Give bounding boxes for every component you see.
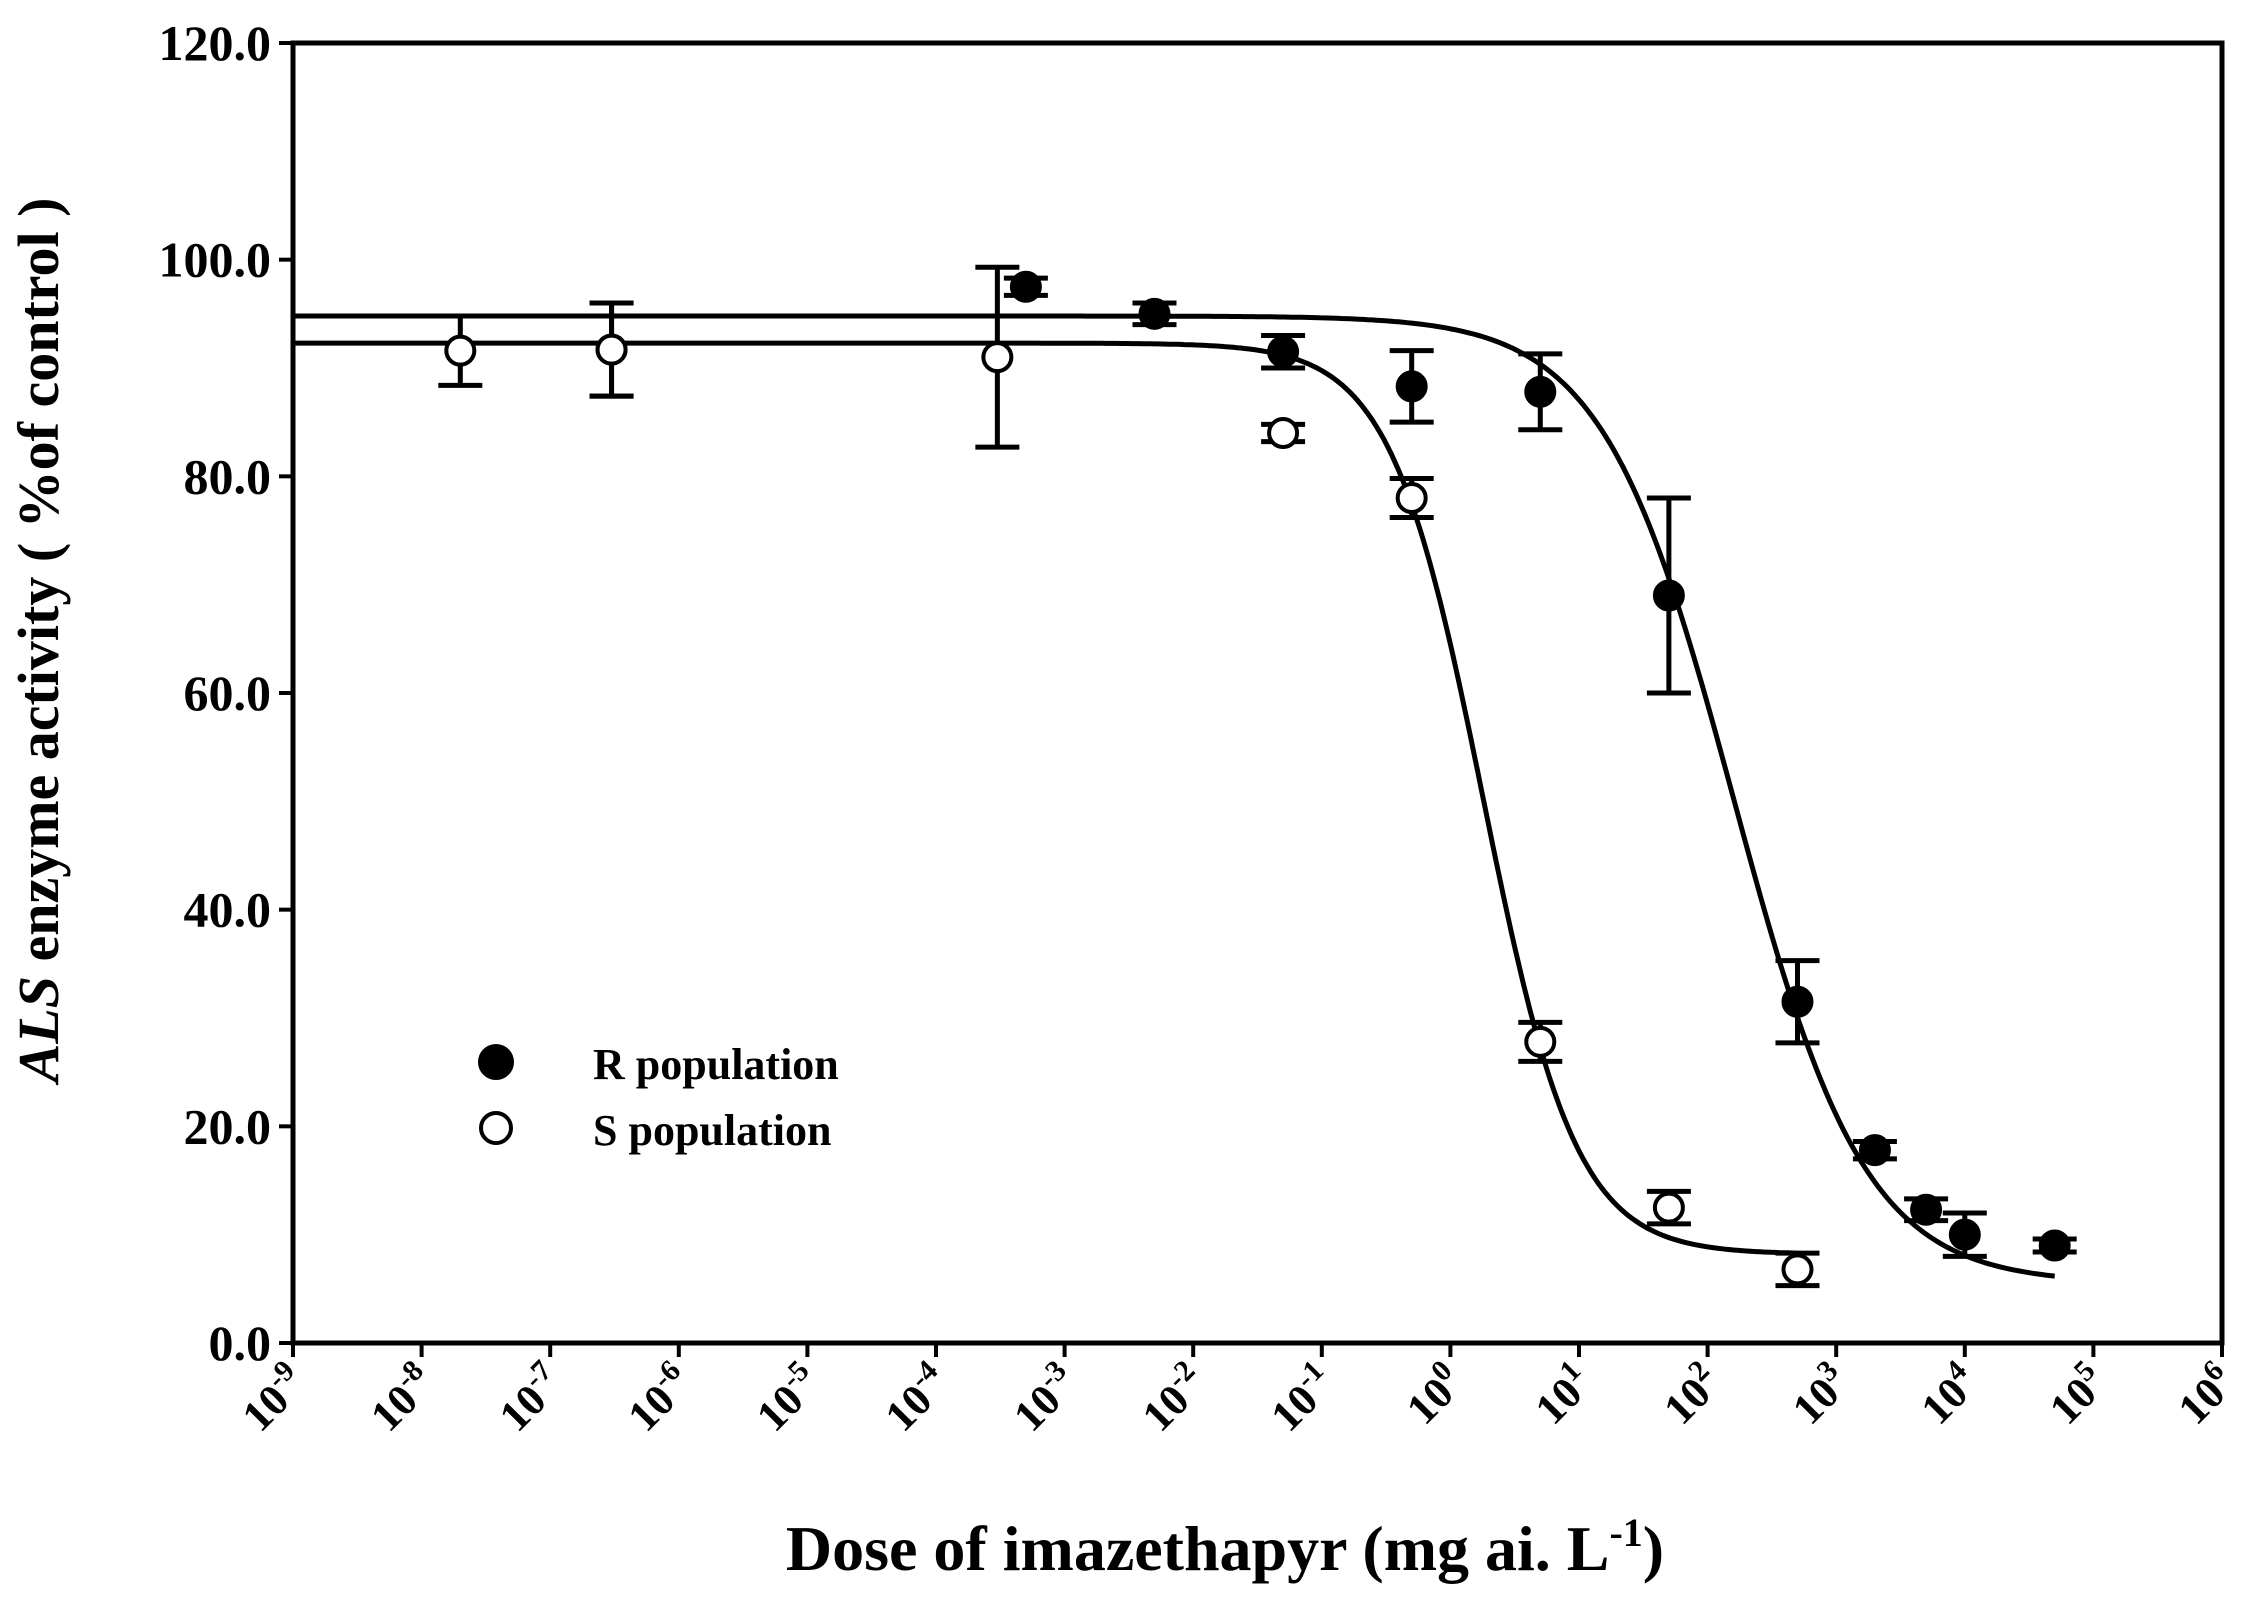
x-axis-title-superscript: -1 — [1609, 1510, 1642, 1555]
data-point-series-1 — [1948, 1218, 1981, 1251]
plot-area: 0.020.040.060.080.0100.0120.010-910-810-… — [159, 15, 2244, 1441]
x-tick-label: 101 — [1522, 1354, 1602, 1434]
x-tick-label: 106 — [2165, 1354, 2244, 1434]
x-axis-title: Dose of imazethapyr (mg ai. L-1) — [786, 1510, 1664, 1584]
y-tick-label: 120.0 — [159, 15, 272, 71]
x-tick-label: 100 — [1394, 1354, 1474, 1434]
x-tick-label: 10-8 — [358, 1354, 445, 1441]
y-axis-title-main: enzyme activity ( %of control ) — [6, 198, 71, 976]
y-tick-label: 100.0 — [159, 232, 272, 288]
x-tick-label: 10-2 — [1129, 1354, 1216, 1441]
x-tick-label: 10-1 — [1258, 1354, 1345, 1441]
x-axis-title-main: Dose of imazethapyr (mg ai. L — [786, 1513, 1610, 1584]
fit-curve-series-1 — [293, 313, 2055, 1279]
data-point-series-2 — [444, 334, 477, 367]
x-tick-label: 105 — [2037, 1354, 2117, 1434]
data-point-series-1 — [1524, 375, 1557, 408]
x-axis-title-suffix: ) — [1643, 1513, 1664, 1584]
x-tick-label: 10-3 — [1001, 1354, 1088, 1441]
data-point-series-1 — [1009, 270, 1042, 303]
data-point-series-2 — [1267, 417, 1300, 449]
x-tick-label: 104 — [1908, 1354, 1988, 1434]
data-point-series-1 — [1267, 335, 1300, 368]
legend-label-r-population: R population — [593, 1040, 839, 1089]
legend-marker-r-population — [478, 1044, 514, 1080]
data-point-series-2 — [1524, 1025, 1557, 1058]
x-tick-label: 102 — [1651, 1354, 1731, 1434]
plot-frame — [290, 40, 2225, 1346]
y-tick-label: 60.0 — [184, 665, 272, 721]
data-point-series-2 — [981, 341, 1014, 374]
legend-marker-s-population — [479, 1111, 513, 1145]
x-tick-label: 10-5 — [743, 1354, 830, 1441]
y-tick-label: 20.0 — [184, 1098, 272, 1154]
data-point-series-2 — [1781, 1253, 1814, 1286]
x-tick-label: 10-6 — [615, 1354, 702, 1441]
y-axis-title: ALS enzyme activity ( %of control ) — [6, 198, 71, 1086]
data-point-series-1 — [1395, 370, 1428, 403]
data-point-series-1 — [2038, 1229, 2071, 1262]
data-point-series-1 — [1781, 985, 1814, 1018]
data-point-series-2 — [1652, 1191, 1685, 1224]
legend-label-s-population: S population — [593, 1106, 831, 1155]
y-tick-label: 80.0 — [184, 448, 272, 504]
data-point-series-1 — [1652, 579, 1685, 612]
data-point-series-2 — [595, 333, 628, 366]
fit-curve-series-2 — [293, 340, 1798, 1256]
x-tick-label: 10-7 — [486, 1354, 573, 1441]
y-axis-title-italic: ALS — [6, 976, 71, 1085]
x-tick-label: 103 — [1779, 1354, 1859, 1434]
data-point-series-1 — [1858, 1134, 1891, 1167]
data-point-series-2 — [1395, 482, 1428, 514]
y-tick-label: 40.0 — [184, 882, 272, 938]
data-point-series-1 — [1138, 297, 1171, 330]
x-tick-label: 10-4 — [872, 1354, 959, 1441]
legend: R population S population — [478, 1040, 839, 1155]
y-tick-label: 0.0 — [209, 1315, 272, 1371]
data-point-series-1 — [1910, 1193, 1943, 1226]
